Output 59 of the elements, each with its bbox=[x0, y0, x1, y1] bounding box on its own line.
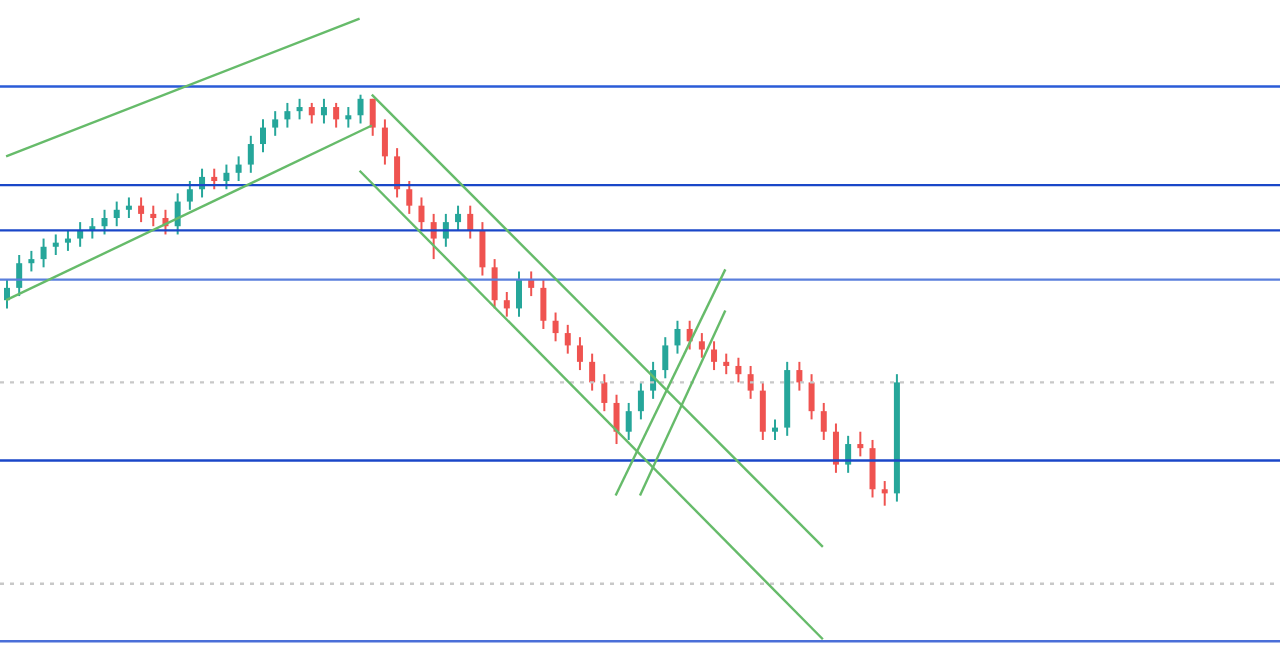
candlestick bbox=[564, 323, 571, 355]
candlestick bbox=[138, 196, 145, 224]
candlestick bbox=[308, 101, 315, 125]
candlestick bbox=[394, 147, 401, 199]
candlestick bbox=[260, 118, 266, 154]
candlestick bbox=[589, 352, 596, 392]
candlestick bbox=[516, 270, 522, 318]
candlestick bbox=[723, 352, 730, 376]
candlestick bbox=[601, 373, 608, 413]
candlestick bbox=[40, 237, 47, 269]
candlestick bbox=[320, 97, 327, 125]
candlestick bbox=[345, 106, 352, 129]
candlestick bbox=[674, 319, 681, 355]
candlestick bbox=[796, 360, 803, 392]
candlestick bbox=[28, 249, 35, 273]
candlestick bbox=[613, 393, 620, 446]
candlestick bbox=[186, 180, 193, 211]
candlestick bbox=[662, 336, 669, 380]
candlestick bbox=[503, 290, 510, 318]
candlestick bbox=[52, 233, 59, 256]
candlestick bbox=[869, 438, 876, 499]
candlestick bbox=[125, 196, 132, 220]
candlestick bbox=[735, 356, 742, 384]
candlestick bbox=[455, 204, 462, 232]
candlestick bbox=[64, 229, 71, 252]
candlestick bbox=[223, 163, 230, 191]
candlestick bbox=[820, 401, 827, 441]
candlestick bbox=[747, 364, 754, 400]
candlestick bbox=[211, 167, 218, 191]
candlestick bbox=[637, 381, 644, 421]
candlestick bbox=[711, 340, 718, 372]
candlestick bbox=[832, 422, 839, 474]
candlestick bbox=[759, 381, 766, 441]
candlestick bbox=[150, 204, 157, 228]
candlestick bbox=[418, 196, 425, 232]
candlestick bbox=[296, 97, 303, 121]
candlestick bbox=[808, 373, 815, 421]
candlestick bbox=[101, 208, 108, 236]
candlestick bbox=[369, 97, 376, 137]
candlestick bbox=[235, 155, 242, 183]
candlestick bbox=[467, 204, 474, 240]
candlestick bbox=[381, 118, 388, 166]
candlestick bbox=[284, 101, 291, 129]
candlestick bbox=[698, 332, 705, 359]
candlestick bbox=[772, 418, 778, 441]
candlestick bbox=[625, 401, 632, 441]
candlestick bbox=[857, 430, 864, 458]
candlestick bbox=[333, 101, 340, 129]
candlestick bbox=[552, 311, 559, 343]
candlestick bbox=[357, 93, 364, 125]
candlestick bbox=[540, 278, 547, 330]
candlestick bbox=[491, 258, 498, 310]
candlestick bbox=[479, 221, 486, 277]
candlestick bbox=[406, 180, 413, 215]
candlestick bbox=[113, 200, 120, 228]
candlestick bbox=[272, 110, 279, 137]
candlestick bbox=[247, 134, 254, 174]
candlestick bbox=[881, 480, 888, 507]
candlestick bbox=[576, 336, 583, 372]
